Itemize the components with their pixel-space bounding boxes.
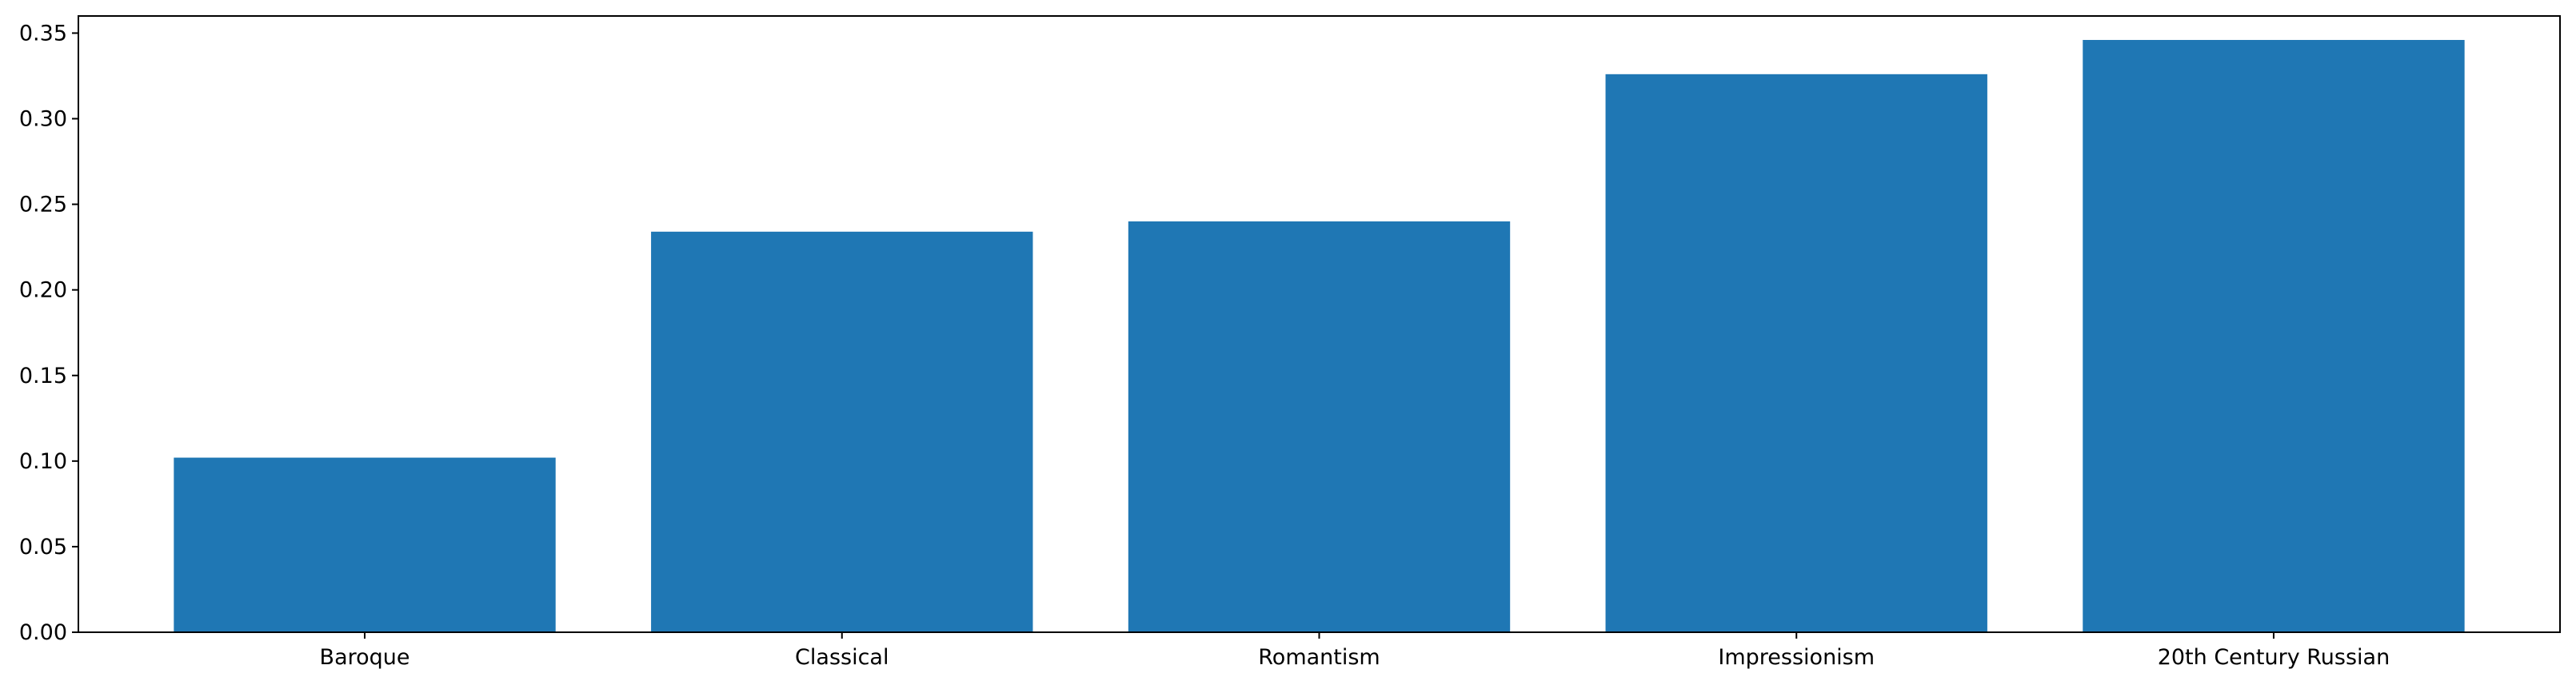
x-axis: Baroque Classical Romantism Impressionism 20… (320, 632, 2390, 670)
x-tick-label: Baroque (320, 645, 410, 670)
x-tick-label: Impressionism (1718, 645, 1875, 670)
y-tick-label: 0.35 (19, 21, 67, 46)
plot-frame (78, 15, 2561, 633)
bar-classical (651, 231, 1033, 632)
bar-romantism (1128, 221, 1511, 632)
x-tick-label: 20th Century Russian (2158, 645, 2390, 670)
bar-20th-century-russian (2083, 39, 2465, 632)
y-tick-label: 0.20 (19, 278, 67, 303)
x-tick-label: Romantism (1258, 645, 1380, 670)
bar-impressionism (1605, 74, 1987, 633)
y-tick-label: 0.00 (19, 620, 67, 645)
y-axis: 0.00 0.05 0.10 0.15 0.20 0.25 0.30 0.35 (19, 21, 78, 645)
y-tick-label: 0.05 (19, 535, 67, 560)
y-tick-label: 0.15 (19, 364, 67, 388)
bars-layer (174, 39, 2465, 633)
y-tick-label: 0.30 (19, 107, 67, 132)
bar-baroque (174, 457, 556, 632)
y-tick-label: 0.25 (19, 193, 67, 217)
y-tick-label: 0.10 (19, 449, 67, 474)
x-tick-label: Classical (795, 645, 889, 670)
